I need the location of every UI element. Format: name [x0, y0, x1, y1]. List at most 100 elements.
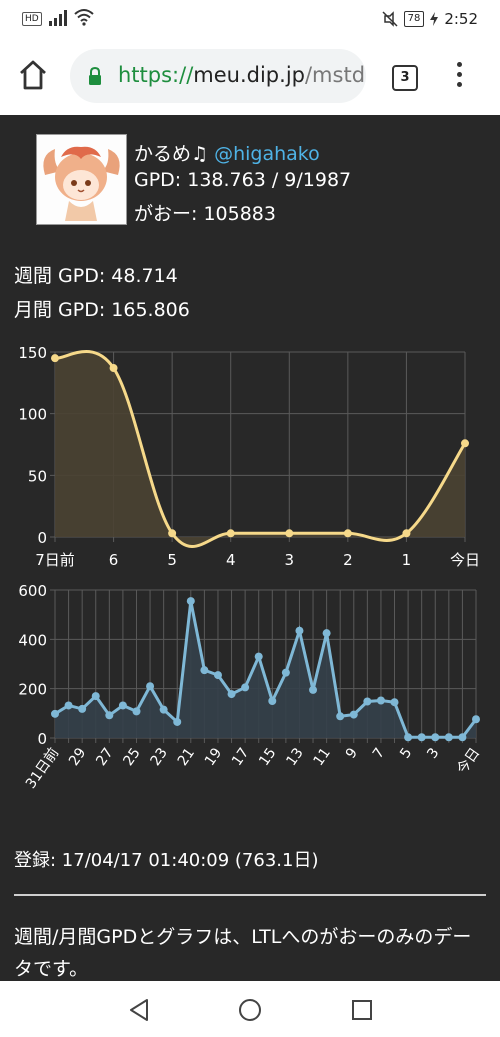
data-point	[285, 529, 294, 538]
avatar[interactable]	[36, 134, 127, 225]
y-tick-label: 150	[18, 344, 47, 362]
x-tick-label: 17	[229, 745, 252, 769]
url-host: meu.dip.jp	[193, 63, 305, 87]
y-tick-label: 100	[18, 406, 47, 424]
url-bar[interactable]: https://meu.dip.jp/mstd	[70, 49, 366, 103]
x-tick-label: 3	[424, 745, 442, 761]
user-handle-link[interactable]: @higahako	[214, 143, 320, 165]
clock: 2:52	[444, 10, 478, 28]
x-tick-label: 19	[202, 745, 225, 769]
y-tick-label: 200	[18, 681, 47, 699]
wifi-icon	[74, 9, 94, 26]
data-point	[241, 683, 250, 692]
url-path: /mstd	[304, 63, 366, 87]
x-tick-label: 4	[226, 551, 236, 569]
x-tick-label: 5	[397, 745, 415, 761]
x-tick-label: 2	[343, 551, 353, 569]
divider	[14, 894, 486, 896]
data-point	[458, 733, 467, 742]
data-point	[109, 364, 118, 373]
x-tick-label: 15	[256, 745, 279, 769]
data-point	[309, 685, 318, 694]
data-point	[472, 715, 480, 724]
mute-icon	[382, 11, 398, 27]
data-point	[343, 529, 352, 538]
data-point	[51, 709, 59, 718]
data-point	[402, 529, 411, 538]
x-tick-label: 6	[109, 551, 119, 569]
x-tick-label: 25	[120, 745, 143, 769]
y-tick-label: 400	[18, 631, 47, 649]
data-point	[200, 666, 209, 675]
registration-date: 登録: 17/04/17 01:40:09 (763.1日)	[14, 850, 319, 871]
data-note: 週間/月間GPDとグラフは、LTLへのがおーのみのデータです。	[14, 926, 472, 980]
x-tick-label: 今日	[454, 745, 483, 777]
x-tick-label: 5	[167, 551, 177, 569]
series-area	[55, 601, 476, 738]
recents-icon[interactable]	[351, 999, 373, 1021]
home-nav-icon[interactable]	[238, 998, 262, 1022]
data-point	[118, 701, 127, 710]
status-bar: HD 78 2:52	[0, 0, 500, 38]
data-point	[186, 597, 195, 606]
weekly-gpd: 週間 GPD: 48.714	[14, 265, 178, 287]
url-scheme: https://	[118, 63, 194, 87]
data-point	[213, 671, 222, 680]
system-nav-bar	[0, 981, 500, 1037]
avatar-image	[37, 135, 126, 224]
x-tick-label: 7日前	[35, 551, 75, 569]
home-icon[interactable]	[18, 58, 48, 92]
data-point	[254, 652, 263, 661]
data-point	[461, 439, 469, 448]
browser-toolbar: https://meu.dip.jp/mstd 3	[0, 38, 500, 115]
y-tick-label: 50	[28, 467, 47, 485]
y-tick-label: 0	[37, 529, 47, 547]
y-tick-label: 0	[37, 730, 47, 748]
data-point	[376, 696, 385, 705]
series-area	[55, 351, 465, 547]
monthly-gpd: 月間 GPD: 165.806	[14, 299, 190, 321]
data-point	[78, 704, 87, 713]
x-tick-label: 21	[175, 745, 198, 769]
menu-button[interactable]	[452, 62, 466, 96]
lock-icon	[89, 67, 101, 85]
x-tick-label: 13	[283, 745, 306, 769]
data-point	[322, 629, 331, 638]
y-tick-label: 600	[18, 582, 47, 600]
data-point	[295, 626, 304, 635]
signal-icon	[49, 10, 67, 26]
page-content: かるめ♫ @higahako GPD: 138.763 / 9/1987 がおー…	[0, 115, 500, 981]
data-point	[363, 697, 372, 706]
x-tick-label: 11	[311, 745, 334, 769]
data-point	[168, 529, 177, 538]
tab-switcher-button[interactable]: 3	[392, 65, 418, 91]
url-text: https://meu.dip.jp/mstd	[118, 63, 365, 87]
x-tick-label: 7	[370, 745, 388, 761]
weekly-chart: 150 100 50 0 7日前 6 5 4 3 2 1 今日	[18, 344, 480, 569]
data-point	[226, 529, 235, 538]
x-tick-label: 3	[285, 551, 295, 569]
data-point	[91, 692, 100, 701]
data-point	[268, 697, 277, 705]
back-icon[interactable]	[128, 998, 150, 1022]
display-name: かるめ♫	[134, 143, 209, 165]
battery-level: 78	[403, 11, 425, 27]
data-point	[281, 668, 290, 677]
x-tick-label: 今日	[450, 551, 480, 569]
data-point	[173, 717, 182, 726]
data-point	[417, 733, 426, 742]
data-point	[444, 733, 453, 742]
x-tick-label: 9	[343, 745, 361, 761]
data-point	[404, 733, 413, 742]
hd-badge: HD	[22, 12, 42, 26]
x-tick-label: 29	[66, 745, 89, 769]
x-tick-label: 27	[93, 745, 116, 769]
x-tick-label: 31日前	[22, 745, 62, 792]
data-point	[390, 698, 399, 707]
data-point	[349, 710, 358, 719]
gao-count: がおー: 105883	[134, 203, 276, 225]
charging-icon	[430, 12, 439, 26]
data-point	[64, 701, 73, 710]
x-tick-label: 23	[148, 745, 171, 769]
